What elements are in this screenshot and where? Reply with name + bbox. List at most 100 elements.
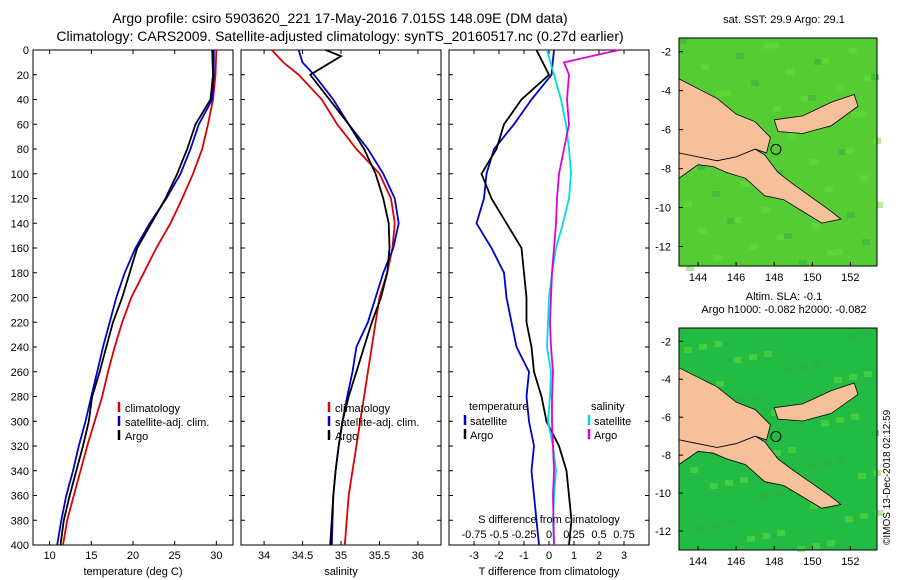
sla-map-texture	[860, 513, 868, 519]
sst-map-land-peninsula	[678, 148, 842, 224]
sla-map-x-tick-label: 152	[841, 556, 859, 568]
sla-map-texture	[821, 420, 829, 426]
difference-x-tick-label: 2	[596, 550, 602, 562]
sst-map-texture	[860, 175, 868, 181]
difference-series-temperature-satellite	[475, 49, 555, 546]
sst-map-frame	[678, 37, 878, 267]
sla-map-texture	[699, 344, 707, 350]
y-tick-label: 320	[11, 441, 29, 453]
y-tick-label: 400	[11, 540, 29, 552]
sla-map-texture	[834, 377, 842, 383]
sst-map-y-tick-label: -8	[661, 164, 671, 176]
y-tick-label: 140	[11, 218, 29, 230]
sst-map-texture	[788, 133, 796, 139]
sst-map-texture	[701, 64, 709, 70]
sla-map-texture	[797, 546, 805, 552]
sst-map-texture	[686, 265, 694, 271]
sst-map-texture	[827, 250, 835, 256]
sst-map-texture	[736, 53, 744, 59]
sla-map-texture	[823, 460, 831, 466]
salinity-series-argo	[308, 49, 391, 546]
salinity-x-tick-label: 34.5	[292, 550, 313, 562]
sla-map-texture	[849, 374, 857, 380]
sst-map-texture	[684, 201, 692, 207]
sst-map-texture	[712, 191, 720, 197]
sla-map-texture	[864, 371, 872, 377]
difference-x-tick-label: 1	[571, 550, 577, 562]
temperature-x-tick-label: 10	[44, 550, 56, 562]
chart-title-line1: Argo profile: csiro 5903620_221 17-May-2…	[112, 10, 568, 26]
sla-map-y-tick-label: -10	[655, 488, 671, 500]
sla-map-texture	[740, 477, 748, 483]
y-tick-label: 200	[11, 293, 29, 305]
sst-map-x-tick-label: 148	[765, 272, 783, 284]
sla-map-texture	[764, 351, 772, 357]
salinity-difference-tick-label: 0.75	[613, 529, 634, 541]
sst-map-x-tick-label: 152	[841, 272, 859, 284]
sla-map-texture	[751, 394, 759, 400]
temperature-x-tick-label: 20	[127, 550, 139, 562]
y-tick-label: 180	[11, 268, 29, 280]
salinity-x-tick-label: 35	[335, 550, 347, 562]
salinity-difference-tick-label: -0.25	[511, 529, 536, 541]
sla-map-texture	[690, 467, 698, 473]
temperature-x-tick-label: 25	[169, 550, 181, 562]
sst-map-texture	[834, 249, 842, 255]
sla-map-texture	[684, 347, 692, 353]
sst-map-texture	[723, 90, 731, 96]
sst-map-texture	[825, 186, 833, 192]
difference-x-tick-label: 3	[621, 550, 627, 562]
sst-map-texture	[762, 207, 770, 213]
sst-map-texture	[845, 148, 853, 154]
difference-series-salinity-argo	[549, 49, 620, 546]
salinity-x-tick-label: 36	[412, 550, 424, 562]
chart-title-line2: Climatology: CARS2009. Satellite-adjuste…	[56, 28, 624, 44]
difference-legend-label: Argo	[594, 430, 617, 442]
sla-map-texture	[812, 543, 820, 549]
y-tick-label: 240	[11, 342, 29, 354]
difference-x-axis-label: T difference from climatology	[479, 566, 620, 578]
sla-map-frame	[678, 327, 878, 551]
sst-map-texture	[871, 74, 879, 80]
sla-map-texture	[747, 536, 755, 542]
salinity-difference-tick-label: 0	[546, 529, 552, 541]
difference-legend-label: satellite	[470, 416, 507, 428]
sla-map-y-tick-label: -6	[661, 412, 671, 424]
sst-map-title: sat. SST: 29.9 Argo: 29.1	[723, 14, 845, 26]
sla-map-texture	[679, 328, 687, 334]
sst-map-texture	[714, 255, 722, 261]
sst-map-texture	[849, 48, 857, 54]
sla-map-texture	[875, 510, 883, 516]
difference-x-tick-label: -1	[519, 550, 529, 562]
y-tick-label: 280	[11, 392, 29, 404]
sla-map-texture	[710, 483, 718, 489]
salinity-x-tick-label: 34	[258, 550, 270, 562]
sla-map-texture	[836, 417, 844, 423]
sla-map-land-peninsula	[678, 435, 842, 509]
salinity-difference-tick-label: 0.25	[563, 529, 584, 541]
temperature-legend-label: satellite-adj. clim.	[125, 417, 209, 429]
y-tick-label: 60	[17, 119, 29, 131]
temperature-legend-title: temperature	[469, 401, 528, 413]
sla-map-texture	[734, 357, 742, 363]
sst-map-land-new-britain	[773, 93, 859, 134]
salinity-legend-label: Argo	[335, 431, 358, 443]
sla-map-texture	[749, 354, 757, 360]
sla-map-texture	[725, 480, 733, 486]
sla-map-x-tick-label: 146	[727, 556, 745, 568]
sst-map-texture	[812, 223, 820, 229]
sla-map-texture	[777, 530, 785, 536]
y-tick-label: 260	[11, 367, 29, 379]
sla-map-texture	[773, 450, 781, 456]
sst-map-texture	[786, 69, 794, 75]
difference-x-tick-label: -3	[469, 550, 479, 562]
salinity-legend-title: salinity	[591, 401, 625, 413]
y-tick-label: 380	[11, 515, 29, 527]
temperature-x-tick-label: 15	[85, 550, 97, 562]
sla-map-x-tick-label: 144	[689, 556, 707, 568]
difference-x-tick-label: -2	[494, 550, 504, 562]
sla-map-texture	[784, 367, 792, 373]
sst-map-texture	[814, 59, 822, 65]
sla-map-texture	[716, 381, 724, 387]
sst-map-texture	[838, 149, 846, 155]
